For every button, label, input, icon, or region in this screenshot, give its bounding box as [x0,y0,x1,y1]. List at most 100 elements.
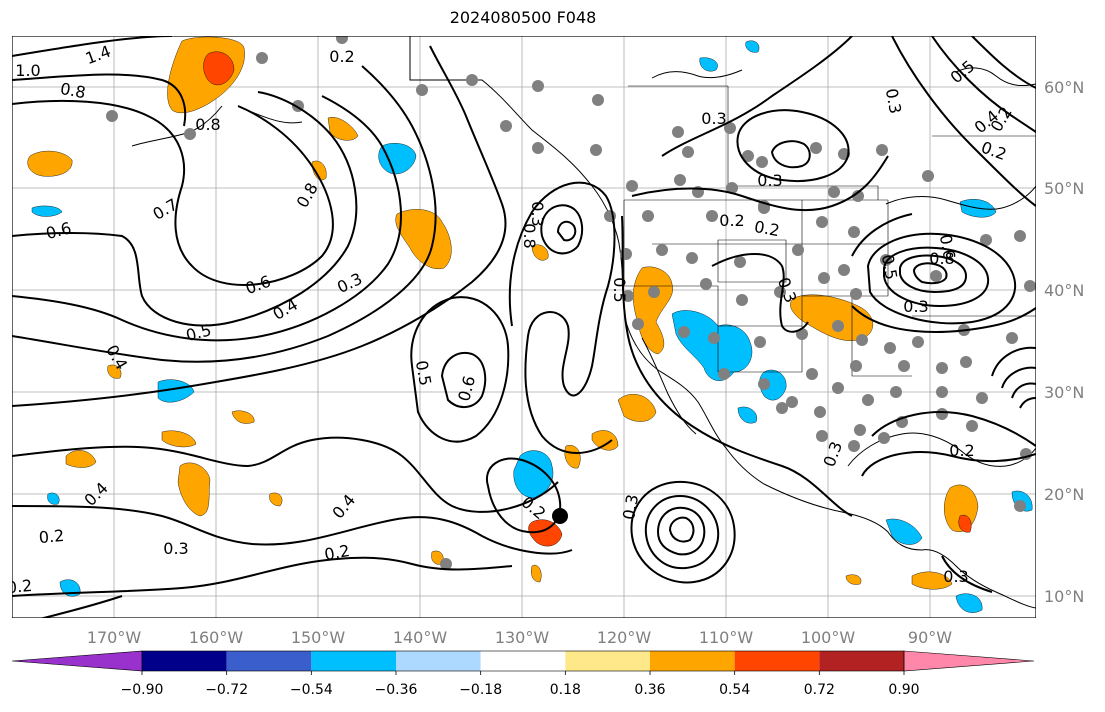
station-dot [758,378,770,390]
station-dot [718,368,730,380]
lon-tick-label: 130°W [495,628,550,647]
colorbar-tick-label: −0.54 [290,682,333,698]
colorbar-tick-label: 0.18 [550,682,581,698]
colorbar-segment [565,651,650,671]
lat-tick-label: 30°N [1044,383,1084,402]
colorbar-tick-label: −0.36 [375,682,418,698]
station-dot [184,128,196,140]
contour-label: 0.5 [610,277,629,302]
contour-lines [12,36,1036,618]
contour-label: 0.8 [520,223,539,248]
station-dot [656,244,668,256]
colorbar-tick-label: −0.72 [205,682,248,698]
station-dot [850,360,862,372]
station-dot [256,52,268,64]
station-dot [818,272,830,284]
station-dot [700,278,712,290]
station-dot [674,174,686,186]
station-dot [648,286,660,298]
station-dot [756,156,768,168]
contour-label: 0.8 [929,249,954,268]
lon-tick-label: 90°W [908,628,952,647]
station-markers [106,36,1036,570]
contour-label: 0.2 [12,576,33,597]
station-dot [980,234,992,246]
lon-tick-label: 150°W [291,628,346,647]
station-dot [912,336,924,348]
station-dot [682,146,694,158]
station-dot [884,342,896,354]
station-dot [850,288,862,300]
station-dot [416,84,428,96]
lon-tick-label: 140°W [393,628,448,647]
map-panel[interactable]: 1.41.00.80.20.80.70.60.80.60.50.40.30.40… [12,36,1036,618]
contour-label: 0.3 [619,493,642,521]
storm-center-marker [552,508,568,524]
station-dot [592,94,604,106]
station-dot [776,402,788,414]
station-dot [622,290,634,302]
station-dot [862,394,874,406]
station-dot [786,396,798,408]
station-dot [832,320,844,332]
colorbar-tick-label: −0.90 [121,682,164,698]
contour-label: 0.6 [936,233,959,261]
contour-label: 0.3 [163,539,188,558]
contour-label: 0.2 [719,211,744,230]
negative-shading [31,40,1033,613]
colorbar-segment [650,651,735,671]
lon-tick-label: 100°W [801,628,856,647]
station-dot [936,386,948,398]
map-title: 2024080500 F048 [449,8,597,27]
station-dot [832,382,844,394]
colorbar-segment [819,651,904,671]
lat-tick-label: 60°N [1044,78,1084,97]
station-dot [966,420,978,432]
colorbar-ticks: −0.90 −0.72 −0.54 −0.36 −0.18 0.18 0.36 0.54 0.7… [121,671,920,698]
station-dot [878,432,890,444]
station-dot [626,180,638,192]
station-dot [848,440,860,452]
station-dot [876,144,888,156]
station-dot [724,122,736,134]
station-dot [852,190,864,202]
colorbar-segment [226,651,312,671]
colorbar-tick-label: −0.18 [459,682,502,698]
contour-label: 0.2 [323,541,351,564]
station-dot [754,336,766,348]
contour-label: 0.8 [59,79,87,102]
station-dot [814,406,826,418]
station-dot [890,386,902,398]
colorbar-segment [734,651,820,671]
station-dot [1014,500,1026,512]
station-dot [734,256,746,268]
station-dot [976,392,988,404]
colorbar: −0.90 −0.72 −0.54 −0.36 −0.18 0.18 0.36 0.54 0.7… [11,650,1035,698]
station-dot [792,244,804,256]
station-dot [856,334,868,346]
station-dot [532,142,544,154]
contour-label: 0.3 [943,567,968,586]
station-dot [930,270,942,282]
lat-tick-label: 50°N [1044,179,1084,198]
station-dot [440,558,452,570]
station-dot [106,110,118,122]
station-dot [1014,230,1026,242]
station-dot [642,210,654,222]
station-dot [1024,280,1036,292]
station-dot [960,356,972,368]
station-dot [742,150,754,162]
station-dot [500,120,512,132]
station-dot [672,126,684,138]
station-dot [532,80,544,92]
station-dot [708,332,720,344]
colorbar-min-extension [11,650,143,672]
colorbar-tick-label: 0.54 [719,682,750,698]
station-dot [336,36,348,44]
contour-label: 0.5 [412,359,435,387]
station-dot [848,226,860,238]
axis-labels: 170°W 160°W 150°W 140°W 130°W 120°W 110°W 100°W… [87,78,1085,647]
contour-label: 0.3 [882,87,905,115]
station-dot [854,424,866,436]
lat-tick-label: 10°N [1044,587,1084,606]
